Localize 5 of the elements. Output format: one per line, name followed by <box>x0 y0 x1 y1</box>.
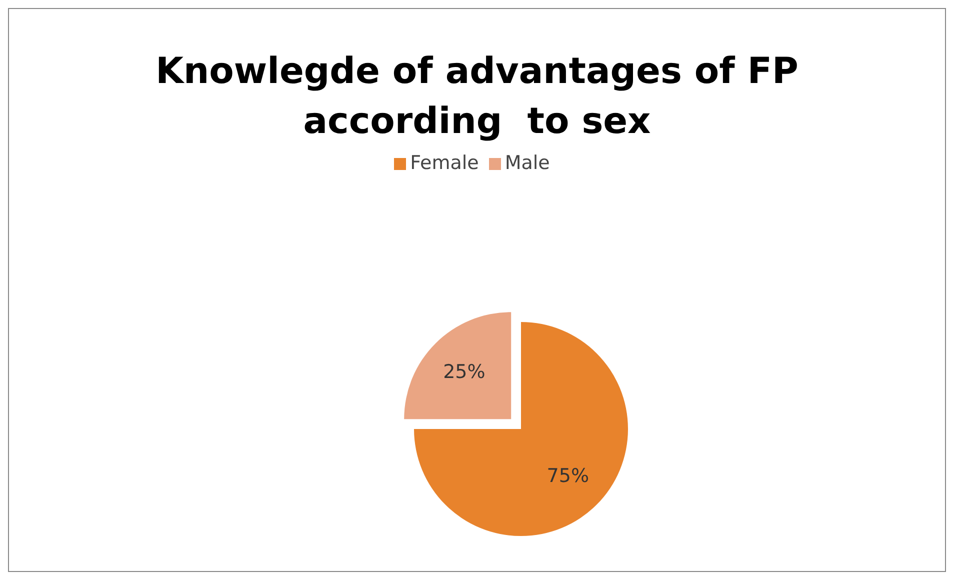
chart-title: Knowlegde of advantages of FP according to sex <box>154 50 800 144</box>
data-label: 75% <box>546 464 590 487</box>
data-label: 25% <box>443 361 486 384</box>
legend-label: Male <box>504 152 550 174</box>
legend-label: Female <box>410 152 479 174</box>
